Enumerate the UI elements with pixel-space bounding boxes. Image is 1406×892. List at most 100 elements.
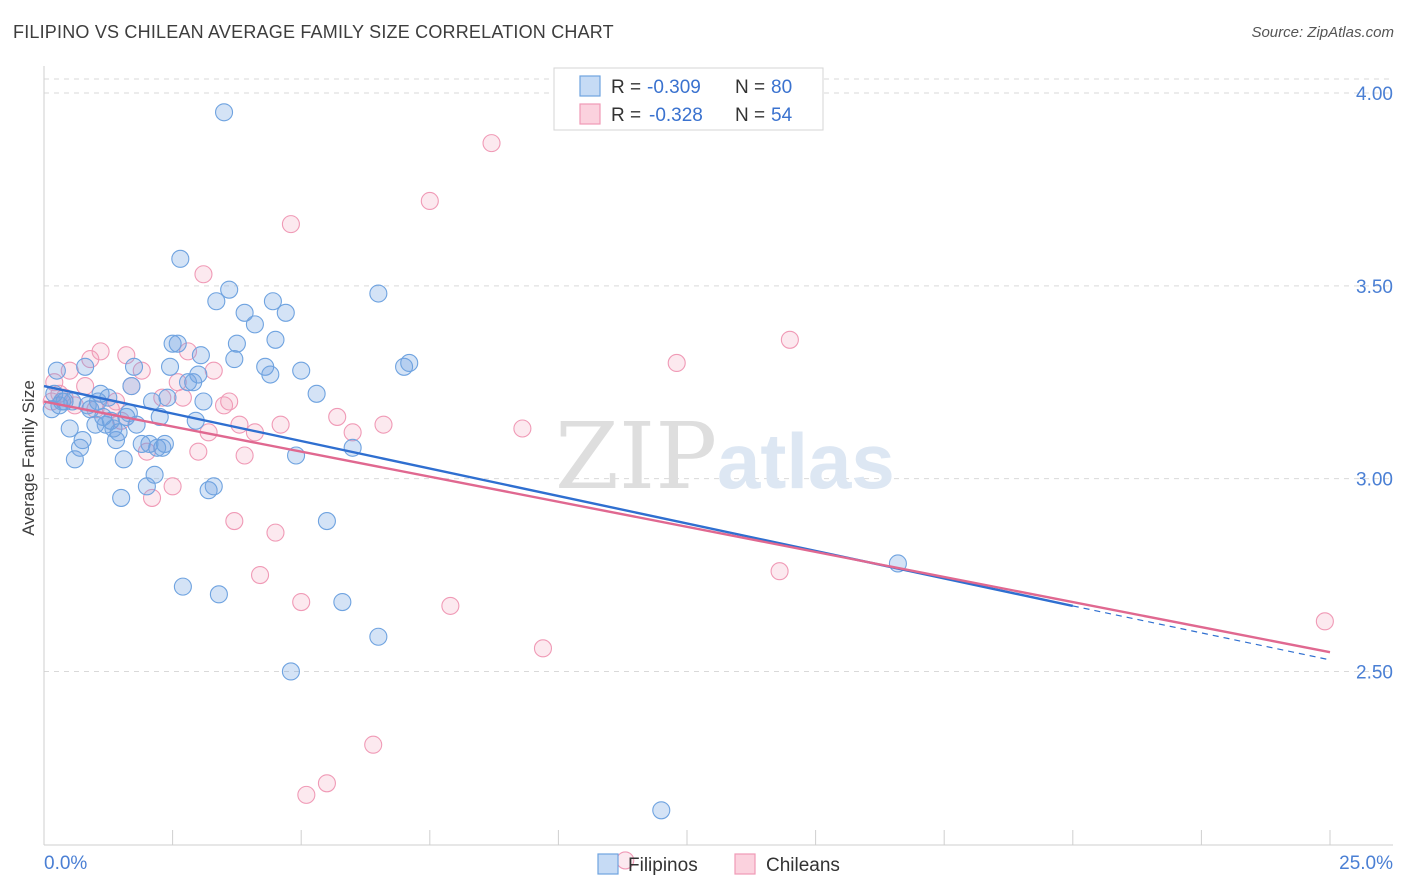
filipino-point — [214, 103, 234, 122]
filipino-point — [369, 284, 388, 303]
chilean-point — [441, 596, 460, 615]
filipino-point — [235, 303, 254, 322]
legend-n-value-1: 80 — [771, 77, 792, 98]
filipino-point — [266, 330, 285, 349]
chilean-point — [76, 377, 95, 396]
chilean-point — [281, 215, 300, 234]
filipino-point — [225, 350, 244, 369]
filipino-point — [207, 292, 226, 311]
filipino-point — [204, 477, 223, 496]
chilean-point — [374, 415, 393, 434]
grid-layer — [44, 78, 1393, 672]
filipino-point — [652, 801, 671, 820]
chilean-point — [667, 353, 686, 372]
watermark: ZIP atlas — [555, 403, 895, 510]
filipino-point — [114, 450, 133, 469]
legend-n-label-1: N = — [735, 77, 765, 98]
chart-title: FILIPINO VS CHILEAN AVERAGE FAMILY SIZE … — [13, 22, 614, 42]
x-tick-label-max: 25.0% — [1339, 853, 1393, 874]
filipino-point — [209, 585, 228, 604]
filipino-point — [124, 357, 144, 376]
legend-label-filipinos: Filipinos — [628, 855, 698, 876]
axis-layer: 2.50 3.00 3.50 4.00 0.0% 25.0% — [43, 66, 1393, 874]
filipino-point — [47, 361, 66, 380]
filipino-point — [145, 465, 164, 484]
filipino-point — [191, 346, 210, 365]
filipino-point — [220, 280, 239, 299]
chilean-point — [142, 488, 162, 507]
filipino-point — [171, 249, 190, 268]
filipino-point — [189, 365, 208, 384]
filipino-point — [160, 357, 180, 376]
filipino-point — [292, 361, 311, 380]
series-legend: Filipinos Chileans — [597, 853, 840, 876]
filipino-point — [112, 488, 131, 507]
filipino-point — [369, 627, 388, 646]
filipino-point — [276, 303, 295, 322]
filipino-point — [163, 334, 182, 353]
filipino-point — [281, 662, 300, 681]
chilean-point — [533, 639, 553, 658]
y-axis-label: Average Family Size — [19, 380, 38, 536]
legend-swatch-blue — [579, 75, 601, 97]
filipino-point — [178, 373, 198, 392]
chilean-point — [420, 191, 439, 211]
filipino-point — [86, 415, 105, 434]
filipino-point — [261, 365, 280, 384]
legend-r-label-2: R = — [611, 105, 641, 126]
legend-swatch-filipinos — [597, 853, 619, 875]
filipino-point — [227, 334, 246, 353]
legend-r-label-1: R = — [611, 77, 641, 98]
filipino-point — [76, 357, 95, 376]
legend-swatch-chileans — [734, 853, 756, 875]
filipino-point — [168, 334, 187, 353]
x-tick-label-min: 0.0% — [44, 853, 87, 874]
watermark-atlas: atlas — [717, 417, 895, 505]
chilean-point — [153, 388, 172, 407]
chilean-point — [204, 361, 223, 380]
chilean-point — [189, 442, 208, 461]
chilean-point — [513, 419, 532, 438]
y-tick-label: 4.00 — [1356, 84, 1393, 105]
chilean-point — [235, 446, 254, 465]
legend-r-value-2: -0.328 — [649, 105, 703, 126]
legend-n-label-2: N = — [735, 105, 765, 126]
chilean-point — [220, 392, 239, 411]
chilean-point — [250, 565, 270, 585]
filipino-point — [263, 292, 282, 311]
chilean-point — [194, 265, 213, 284]
filipino-point — [65, 450, 84, 469]
correlation-legend: R = -0.309 N = 80 R = -0.328 N = 54 — [553, 67, 824, 131]
points-layer — [42, 103, 1334, 870]
chilean-point — [163, 477, 182, 496]
filipino-point — [194, 392, 213, 411]
filipino-point — [73, 431, 92, 450]
chilean-point — [780, 330, 799, 349]
filipino-point — [400, 353, 419, 372]
watermark-zip: ZIP — [555, 403, 717, 510]
chilean-point — [60, 361, 79, 380]
legend-r-value-1: -0.309 — [647, 77, 701, 98]
filipino-point — [317, 512, 336, 531]
filipino-point — [155, 434, 174, 453]
filipino-point — [307, 384, 326, 403]
legend-n-value-2: 54 — [771, 105, 793, 126]
filipino-point — [333, 592, 352, 612]
chilean-point — [343, 423, 362, 442]
chilean-point — [271, 415, 290, 434]
chilean-point — [266, 523, 285, 542]
y-tick-label: 2.50 — [1356, 662, 1393, 683]
filipino-point — [140, 434, 159, 453]
source-label: Source: ZipAtlas.com — [1251, 24, 1394, 41]
chilean-point — [292, 592, 311, 612]
filipino-point — [109, 423, 128, 442]
chilean-point — [1315, 612, 1334, 631]
filipino-point — [122, 377, 141, 396]
chilean-point — [482, 134, 501, 153]
filipino-point — [245, 315, 264, 334]
chilean-point — [230, 415, 249, 434]
chilean-point — [364, 735, 383, 754]
chilean-point — [328, 407, 347, 426]
chilean-point — [317, 774, 336, 793]
